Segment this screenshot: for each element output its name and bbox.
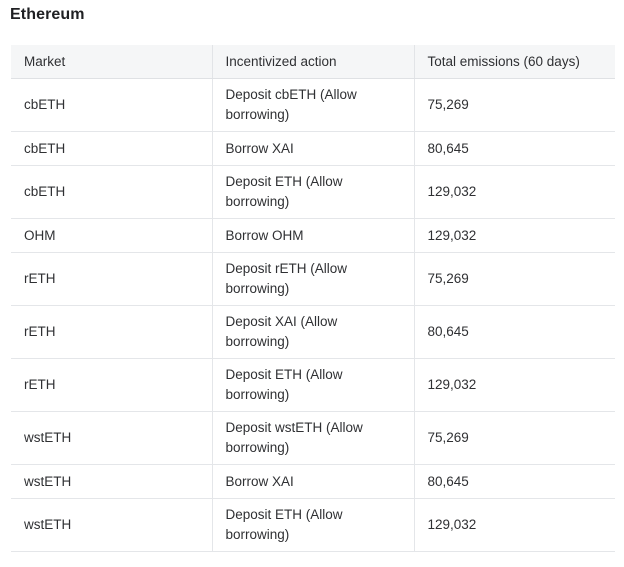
cell-action: Deposit XAI (Allow borrowing) [211, 305, 414, 359]
cell-action: Deposit ETH (Allow borrowing) [211, 498, 414, 552]
cell-market: cbETH [11, 131, 212, 166]
column-header-incentivized-action: Incentivized action [211, 45, 414, 79]
cell-emissions: 75,269 [413, 78, 615, 132]
cell-action: Deposit wstETH (Allow borrowing) [211, 411, 414, 465]
cell-action: Deposit ETH (Allow borrowing) [211, 358, 414, 412]
cell-market: rETH [11, 358, 212, 412]
table-row: cbETH Borrow XAI 80,645 [11, 131, 615, 166]
table-row: wstETH Deposit wstETH (Allow borrowing) … [11, 411, 615, 465]
table-row: rETH Deposit ETH (Allow borrowing) 129,0… [11, 358, 615, 412]
table-row: rETH Deposit XAI (Allow borrowing) 80,64… [11, 305, 615, 359]
cell-market: wstETH [11, 498, 212, 552]
table-row: rETH Deposit rETH (Allow borrowing) 75,2… [11, 252, 615, 306]
cell-emissions: 129,032 [413, 358, 615, 412]
cell-action: Borrow XAI [211, 464, 414, 499]
cell-market: wstETH [11, 411, 212, 465]
cell-emissions: 80,645 [413, 464, 615, 499]
column-header-market: Market [11, 45, 212, 79]
table-row: OHM Borrow OHM 129,032 [11, 218, 615, 253]
table-row: wstETH Deposit ETH (Allow borrowing) 129… [11, 498, 615, 552]
cell-market: cbETH [11, 78, 212, 132]
cell-action: Deposit rETH (Allow borrowing) [211, 252, 414, 306]
cell-market: rETH [11, 305, 212, 359]
table-header-row: Market Incentivized action Total emissio… [11, 45, 615, 79]
cell-emissions: 129,032 [413, 498, 615, 552]
cell-emissions: 129,032 [413, 165, 615, 219]
table-row: cbETH Deposit cbETH (Allow borrowing) 75… [11, 78, 615, 132]
cell-emissions: 75,269 [413, 411, 615, 465]
cell-action: Borrow XAI [211, 131, 414, 166]
cell-emissions: 75,269 [413, 252, 615, 306]
cell-emissions: 129,032 [413, 218, 615, 253]
table-row: wstETH Borrow XAI 80,645 [11, 464, 615, 499]
cell-market: wstETH [11, 464, 212, 499]
emissions-table: Market Incentivized action Total emissio… [11, 45, 615, 552]
cell-emissions: 80,645 [413, 131, 615, 166]
column-header-total-emissions: Total emissions (60 days) [413, 45, 615, 79]
table-row: cbETH Deposit ETH (Allow borrowing) 129,… [11, 165, 615, 219]
cell-market: rETH [11, 252, 212, 306]
cell-market: OHM [11, 218, 212, 253]
cell-action: Borrow OHM [211, 218, 414, 253]
cell-market: cbETH [11, 165, 212, 219]
page-title: Ethereum [10, 6, 85, 23]
cell-emissions: 80,645 [413, 305, 615, 359]
cell-action: Deposit ETH (Allow borrowing) [211, 165, 414, 219]
cell-action: Deposit cbETH (Allow borrowing) [211, 78, 414, 132]
